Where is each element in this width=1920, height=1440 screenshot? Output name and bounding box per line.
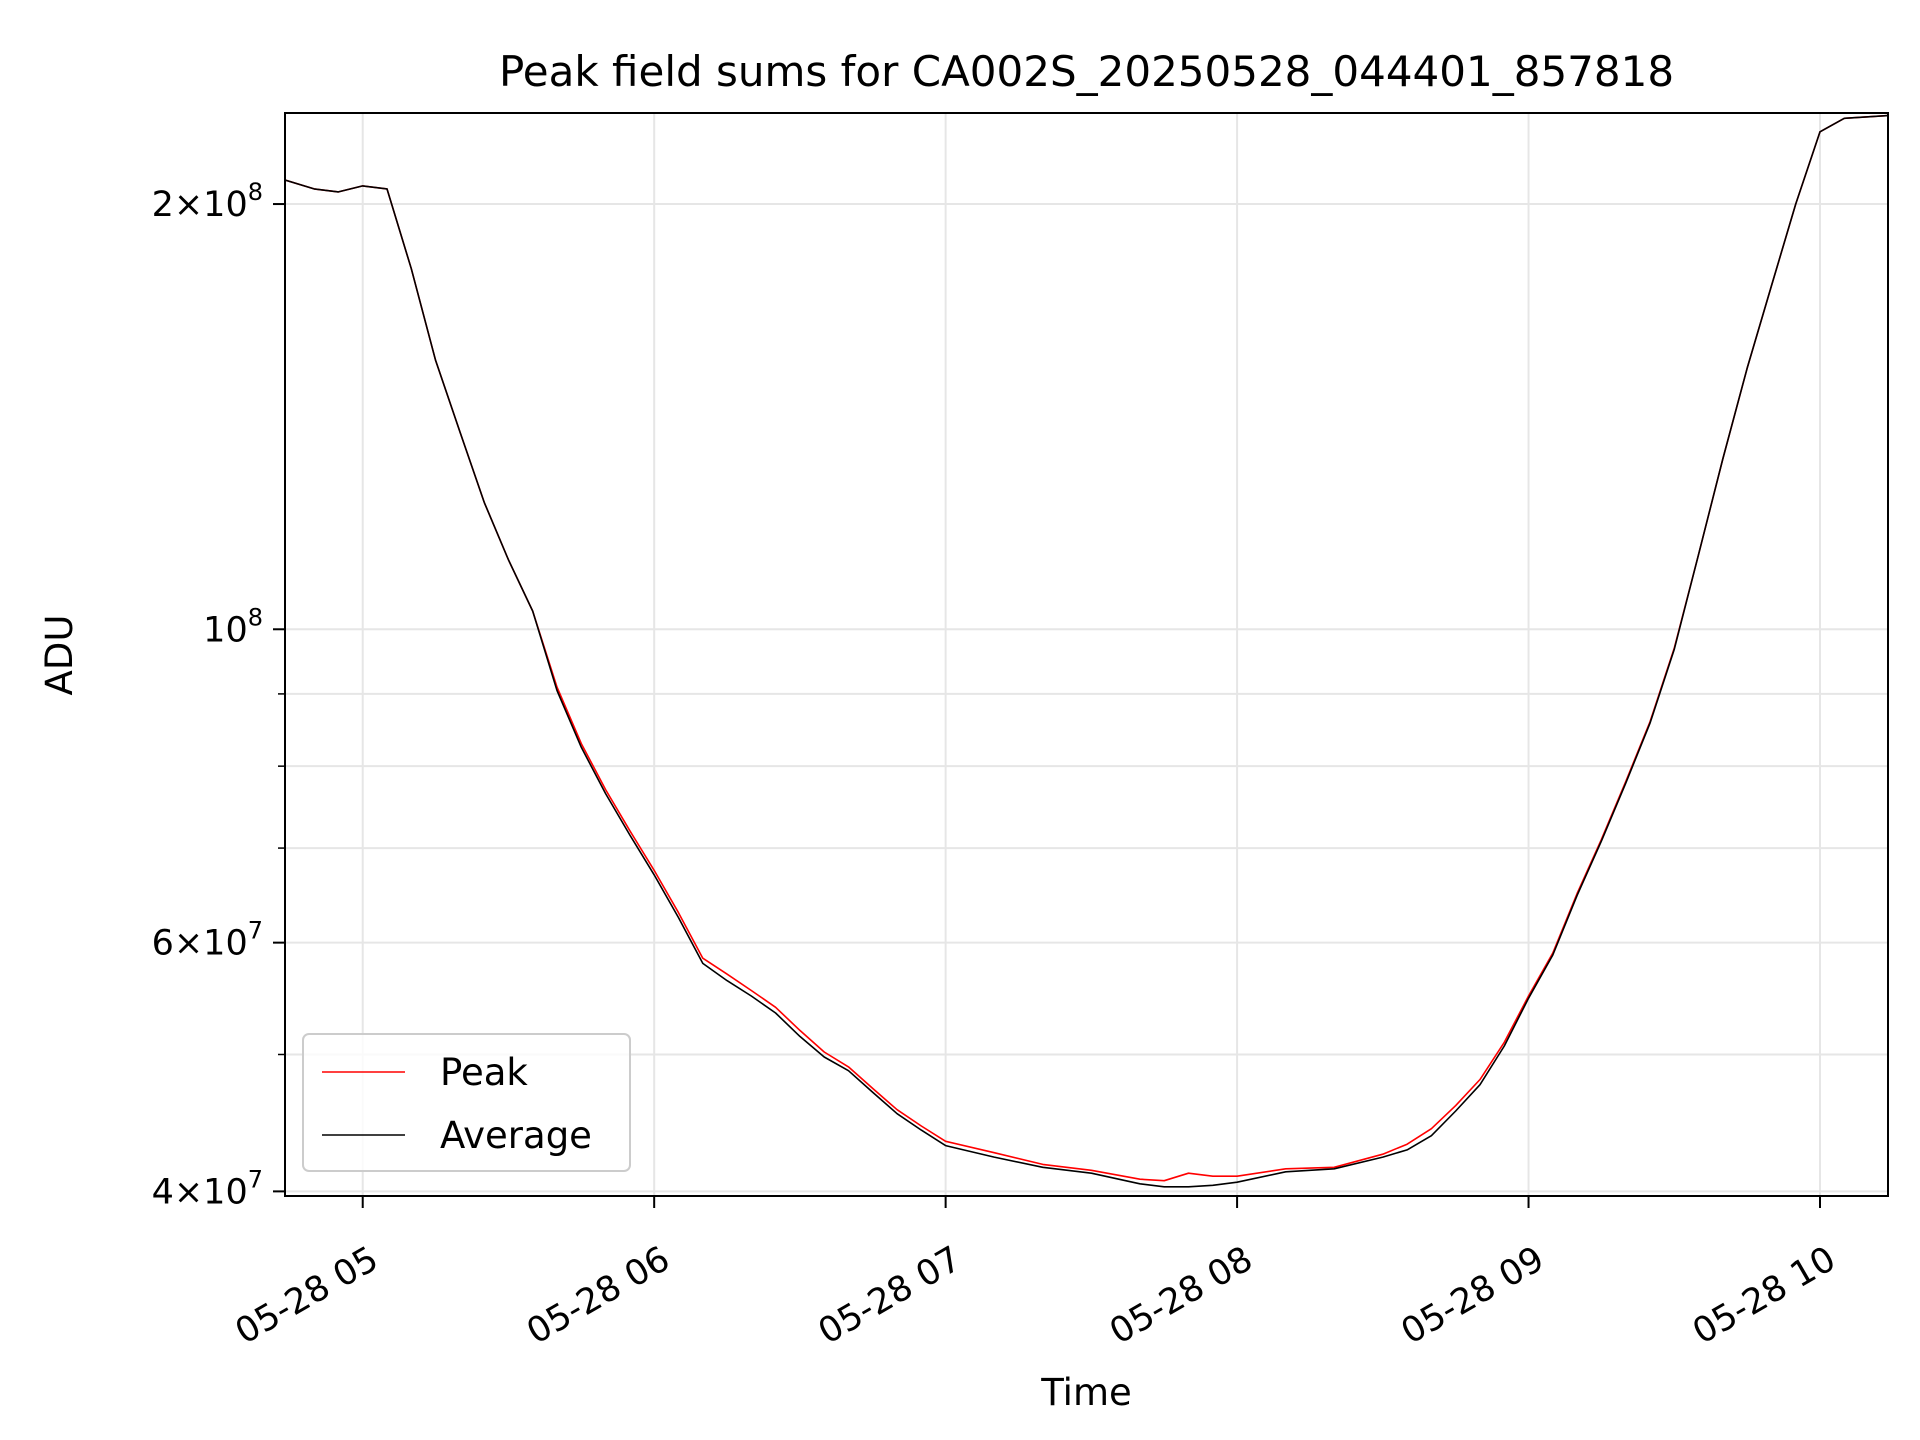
legend-box [302, 1033, 631, 1172]
series-line-average [285, 114, 1888, 1188]
y-tick-label: 6×107 [152, 917, 263, 964]
legend-label: Average [440, 1114, 592, 1157]
legend-label: Peak [440, 1051, 528, 1094]
series-lines [285, 114, 1888, 1188]
chart-title: Peak field sums for CA002S_20250528_0444… [499, 47, 1674, 96]
y-tick-label: 108 [203, 603, 263, 650]
x-axis-label: Time [1040, 1371, 1132, 1414]
y-tick-label: 4×107 [152, 1165, 263, 1212]
plot-area-frame [284, 112, 1889, 1197]
legend: Peak Average [302, 1033, 631, 1172]
y-axis-label: ADU [38, 615, 81, 696]
y-tick-label: 2×108 [152, 178, 263, 225]
